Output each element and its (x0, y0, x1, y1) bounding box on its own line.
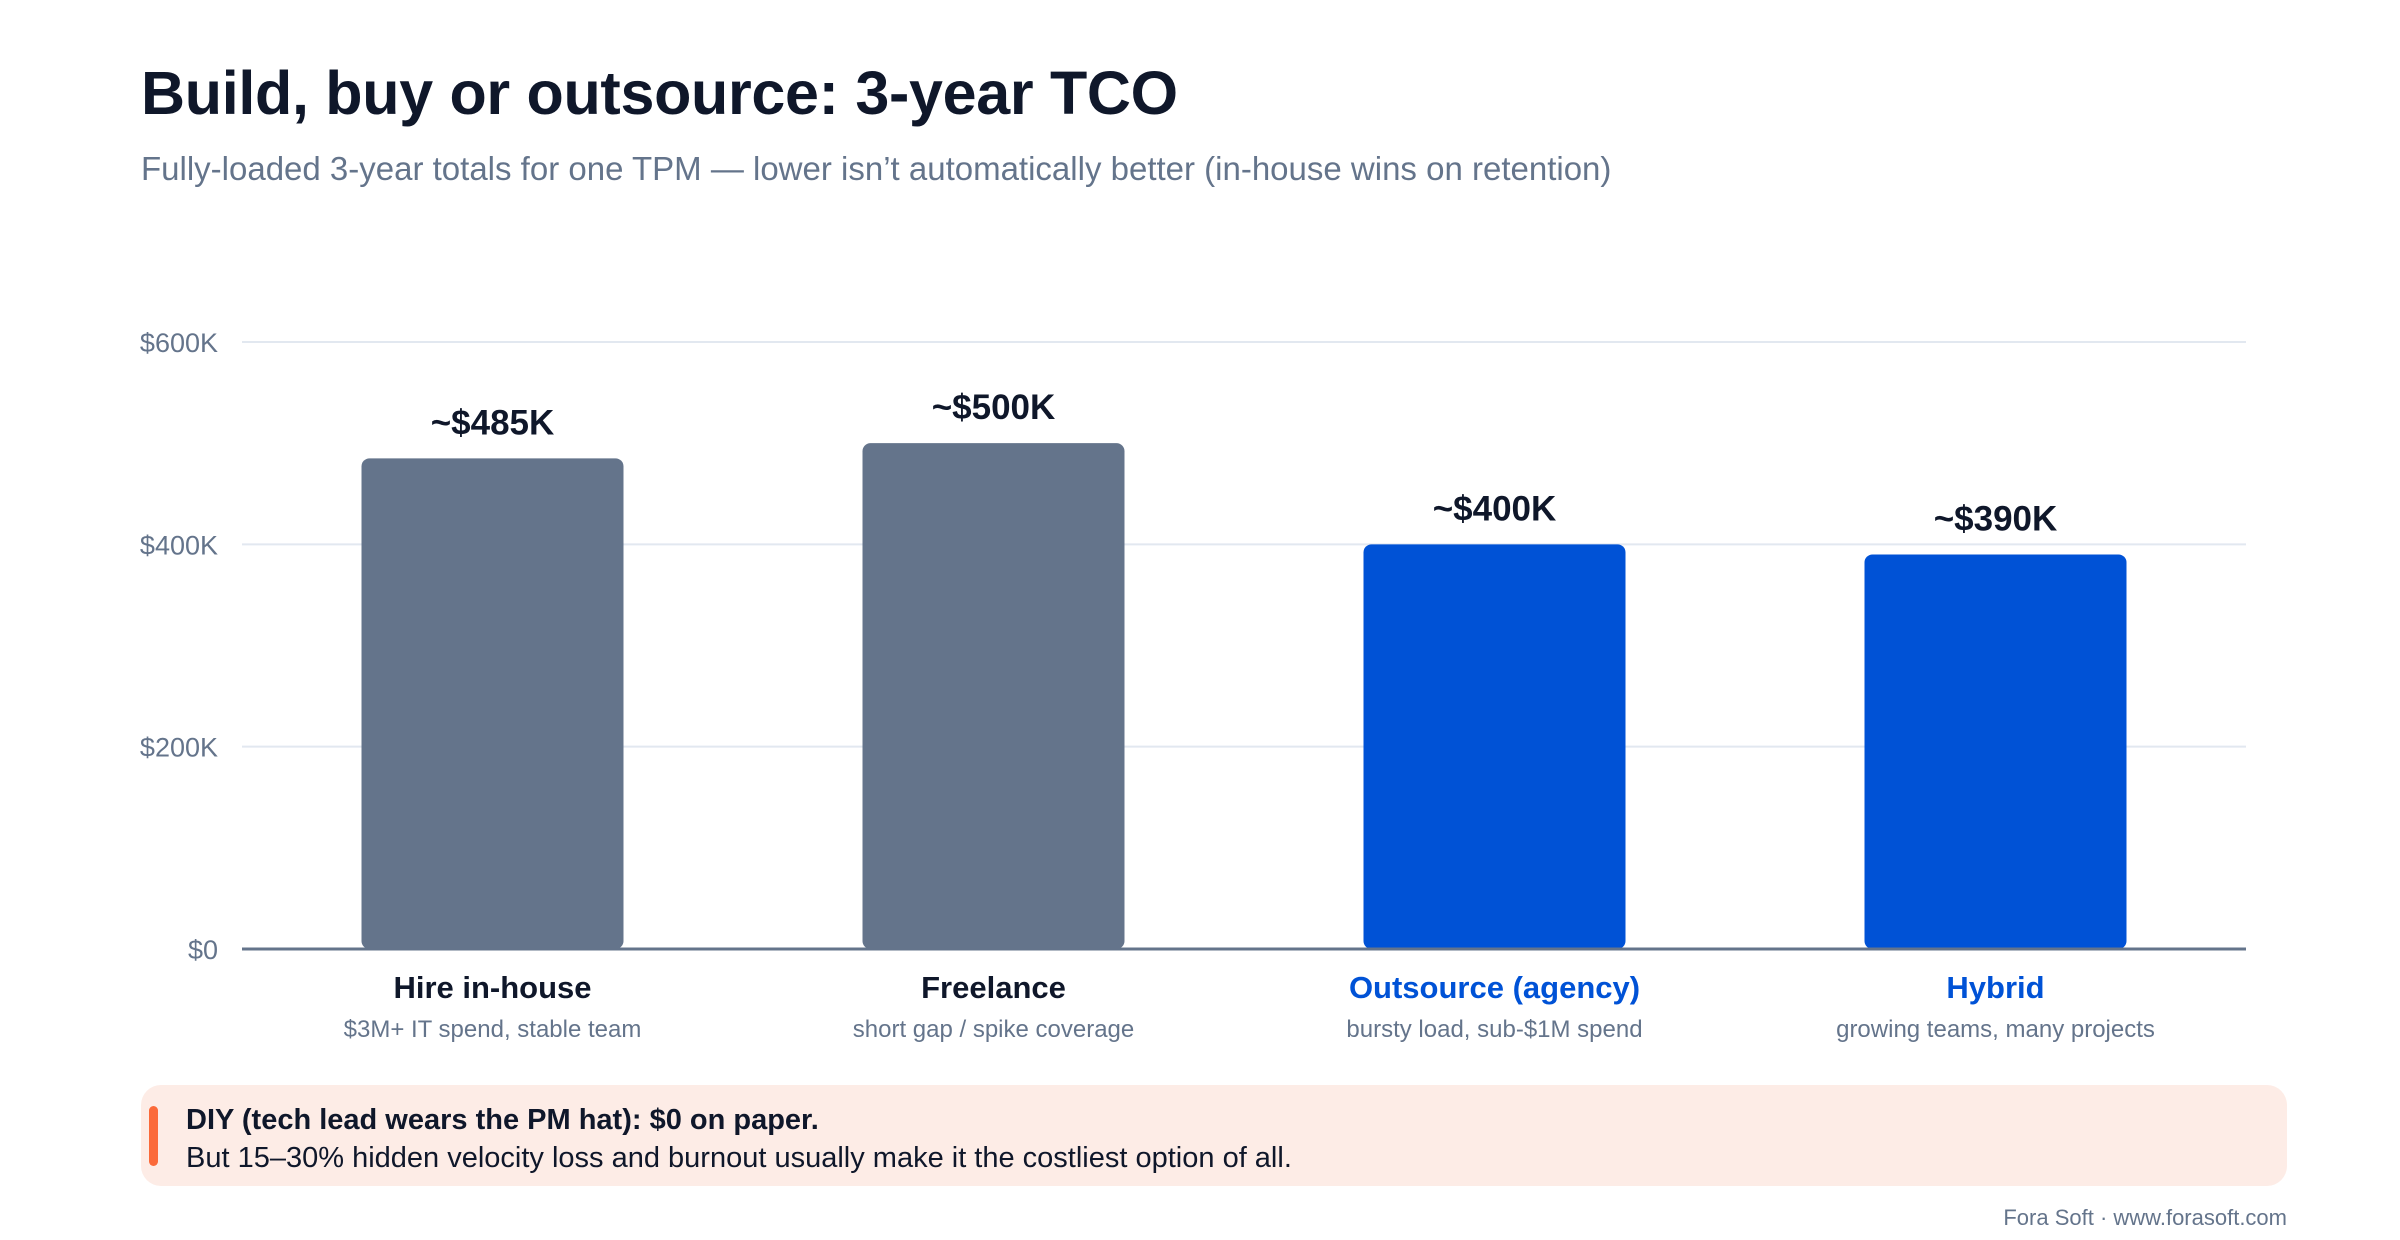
x-category-sublabel: short gap / spike coverage (853, 1016, 1135, 1043)
callout-title: DIY (tech lead wears the PM hat): $0 on … (186, 1104, 819, 1136)
x-category-label: Outsource (agency) (1349, 970, 1640, 1005)
callout-body: But 15–30% hidden velocity loss and burn… (186, 1142, 1292, 1174)
x-category-label: Hire in-house (393, 970, 591, 1005)
x-category-sublabel: $3M+ IT spend, stable team (344, 1016, 642, 1043)
x-category-sublabel: bursty load, sub-$1M spend (1346, 1016, 1642, 1043)
x-category-sublabel: growing teams, many projects (1836, 1016, 2155, 1043)
y-tick-label: $400K (140, 530, 218, 560)
x-category-label: Freelance (921, 970, 1066, 1005)
bar-value-label: ~$390K (1934, 499, 2058, 538)
chart-subtitle: Fully-loaded 3-year totals for one TPM —… (141, 150, 1612, 187)
bar (1864, 554, 2127, 949)
diy-callout: DIY (tech lead wears the PM hat): $0 on … (141, 1085, 2287, 1186)
callout-accent-bar (149, 1106, 158, 1166)
y-tick-label: $0 (188, 935, 218, 965)
bar-value-label: ~$500K (932, 388, 1056, 427)
chart-title: Build, buy or outsource: 3-year TCO (141, 59, 1178, 127)
bar (361, 458, 624, 949)
y-tick-label: $200K (140, 733, 218, 763)
bar-chart: $0 $200K $400K $600K ~$485K Hire in-house $3M+… (140, 328, 2246, 1043)
bar (862, 443, 1125, 949)
bar (1363, 544, 1626, 949)
y-tick-label: $600K (140, 328, 218, 358)
bar-value-label: ~$485K (431, 403, 555, 442)
x-category-label: Hybrid (1946, 970, 2044, 1005)
footer-credit: Fora Soft · www.forasoft.com (2003, 1205, 2287, 1230)
bar-value-label: ~$400K (1433, 489, 1557, 528)
